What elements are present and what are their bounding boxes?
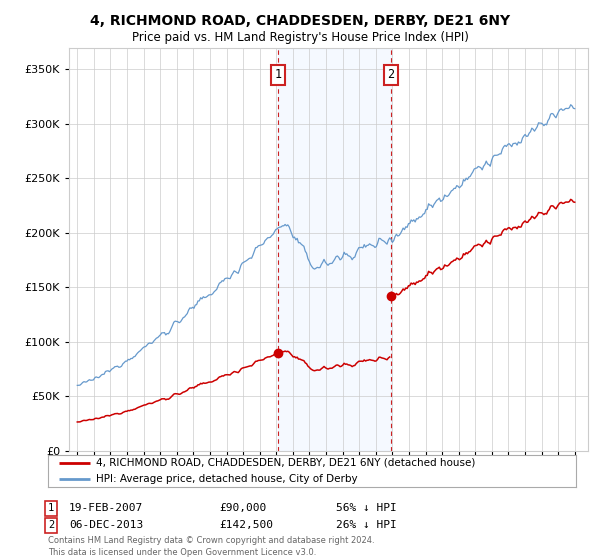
Text: 4, RICHMOND ROAD, CHADDESDEN, DERBY, DE21 6NY (detached house): 4, RICHMOND ROAD, CHADDESDEN, DERBY, DE2… xyxy=(95,458,475,468)
Text: Price paid vs. HM Land Registry's House Price Index (HPI): Price paid vs. HM Land Registry's House … xyxy=(131,31,469,44)
Text: 2: 2 xyxy=(48,520,54,530)
Text: 56% ↓ HPI: 56% ↓ HPI xyxy=(336,503,397,514)
Text: Contains HM Land Registry data © Crown copyright and database right 2024.
This d: Contains HM Land Registry data © Crown c… xyxy=(48,536,374,557)
Bar xyxy=(278,48,391,451)
Text: 2: 2 xyxy=(388,68,395,81)
Text: 26% ↓ HPI: 26% ↓ HPI xyxy=(336,520,397,530)
Text: 06-DEC-2013: 06-DEC-2013 xyxy=(69,520,143,530)
Text: HPI: Average price, detached house, City of Derby: HPI: Average price, detached house, City… xyxy=(95,474,357,484)
Text: 4, RICHMOND ROAD, CHADDESDEN, DERBY, DE21 6NY: 4, RICHMOND ROAD, CHADDESDEN, DERBY, DE2… xyxy=(90,14,510,28)
Text: 19-FEB-2007: 19-FEB-2007 xyxy=(69,503,143,514)
Text: 1: 1 xyxy=(275,68,282,81)
Text: £142,500: £142,500 xyxy=(219,520,273,530)
Text: 1: 1 xyxy=(48,503,54,514)
Text: £90,000: £90,000 xyxy=(219,503,266,514)
